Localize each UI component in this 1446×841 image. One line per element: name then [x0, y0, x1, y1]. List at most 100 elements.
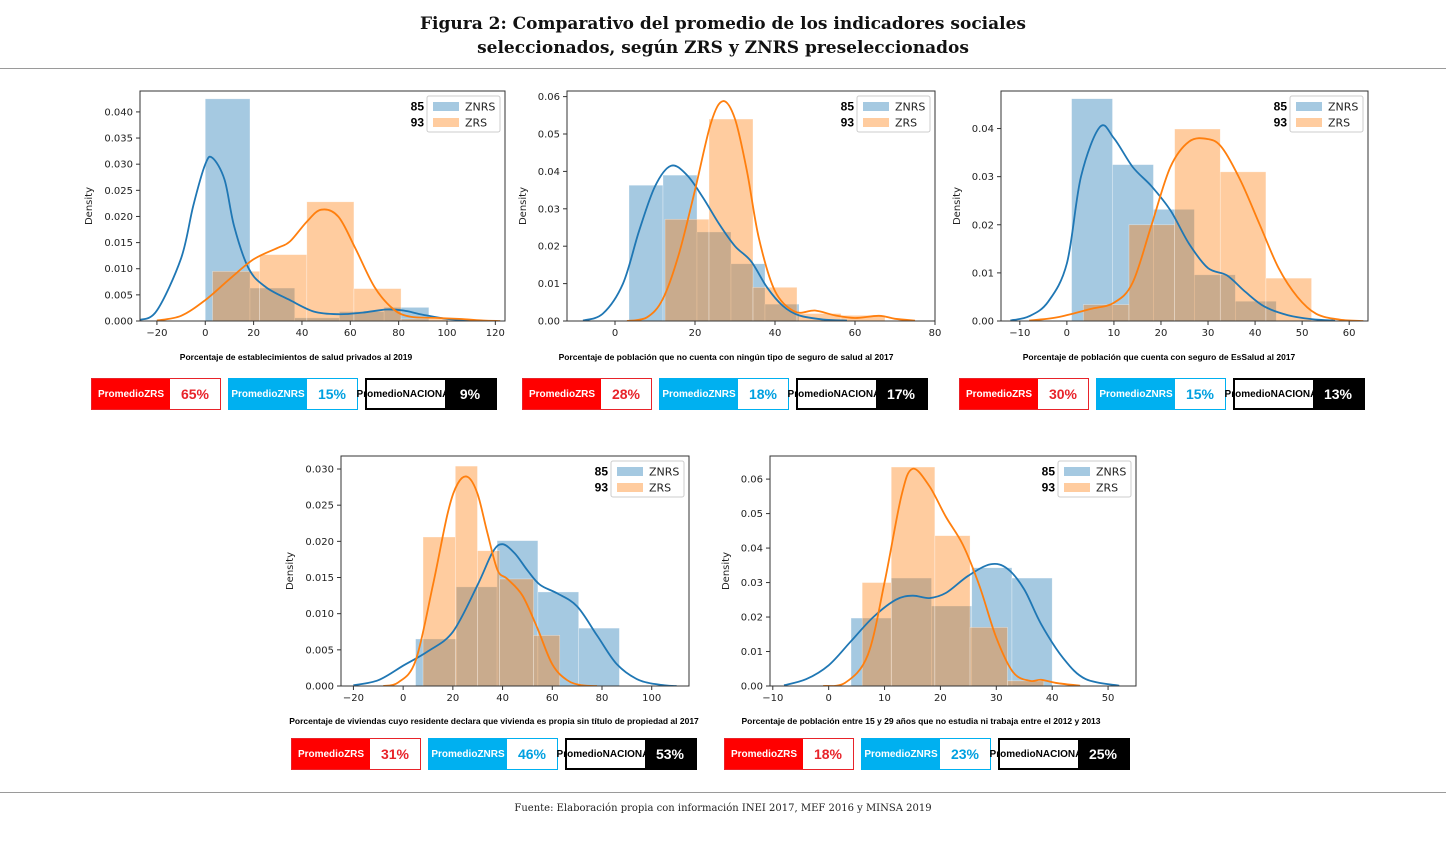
x-tick-label: 0: [612, 328, 618, 339]
legend-count-zrs: 93: [595, 481, 609, 495]
y-tick-label: 0.025: [305, 501, 334, 512]
average-badge-zrs: Promedio ZRS 30%: [959, 378, 1089, 410]
badge-label: Promedio ZRS: [960, 379, 1038, 409]
badge-label-line1: Promedio: [965, 388, 1013, 400]
average-badge-zrs: Promedio ZRS 18%: [724, 738, 854, 770]
badge-value: 18%: [803, 739, 853, 769]
hist-bar-znrs: [662, 174, 698, 321]
axes-frame: [1000, 90, 1369, 322]
badge-label: Promedio NACIONAL: [990, 740, 1088, 768]
badge-value: 18%: [738, 379, 788, 409]
y-tick-label: 0.05: [741, 509, 763, 520]
y-tick-label: 0.015: [305, 573, 334, 584]
badge-label: Promedio NACIONAL: [557, 740, 655, 768]
x-tick-label: −10: [1009, 328, 1030, 339]
hist-bar-zrs: [890, 466, 936, 686]
y-axis-label: Density: [518, 187, 529, 225]
average-badge-nac: Promedio NACIONAL 53%: [557, 738, 697, 770]
badge-value: 65%: [170, 379, 220, 409]
x-tick-label: 0: [825, 693, 831, 704]
hist-bar-zrs: [533, 635, 561, 686]
x-tick-label: 40: [769, 328, 782, 339]
plot-area: [140, 98, 501, 321]
x-tick-label: 50: [1296, 328, 1309, 339]
badge-label-line1: Promedio: [556, 748, 603, 760]
hist-bar-znrs: [496, 540, 539, 686]
y-tick-label: 0.05: [538, 130, 560, 141]
y-tick-label: 0.04: [538, 167, 560, 178]
hist-bar-znrs: [204, 98, 251, 321]
x-tick-label: 100: [437, 328, 456, 339]
badge-label: Promedio ZNRS: [429, 739, 507, 769]
hist-bar-zrs: [1128, 224, 1175, 321]
y-tick-label: 0.04: [972, 124, 994, 135]
x-tick-label: 30: [1202, 328, 1215, 339]
hist-bar-zrs: [477, 550, 500, 686]
y-tick-label: 0.01: [538, 279, 560, 290]
chart-legend: ZNRS ZRS: [1289, 95, 1364, 133]
badge-label-line1: Promedio: [989, 748, 1036, 760]
legend-label-znrs: ZNRS: [895, 101, 925, 114]
hist-bar-zrs: [1007, 680, 1045, 686]
legend-count-zrs: 93: [841, 116, 855, 130]
hist-bar-zrs: [840, 315, 886, 321]
y-tick-label: 0.04: [741, 544, 763, 555]
badge-label: Promedio ZRS: [92, 379, 170, 409]
x-tick-label: 60: [344, 328, 357, 339]
kde-line-zrs: [822, 467, 1081, 686]
average-badge-znrs: Promedio ZNRS 46%: [428, 738, 558, 770]
y-tick-label: 0.040: [104, 107, 133, 118]
bottom-divider: [0, 792, 1446, 793]
badge-label-line1: Promedio: [787, 388, 834, 400]
badge-label-line1: Promedio: [97, 388, 145, 400]
kde-line-zrs: [156, 208, 501, 321]
figure-title: Figura 2: Comparativo del promedio de lo…: [0, 12, 1446, 60]
source-footer: Fuente: Elaboración propia con informaci…: [514, 803, 932, 814]
x-tick-label: −20: [343, 693, 364, 704]
hist-bar-zrs: [400, 318, 449, 321]
hist-bar-znrs: [931, 605, 973, 686]
legend-count-znrs: 85: [841, 100, 855, 114]
x-tick-label: 20: [689, 328, 702, 339]
hist-bar-zrs: [1083, 304, 1130, 321]
plot-area: [783, 466, 1120, 686]
hist-bar-znrs: [1194, 274, 1236, 321]
kde-line-znrs: [783, 563, 1120, 686]
badge-label: Promedio ZRS: [292, 739, 370, 769]
badge-label: Promedio ZNRS: [660, 379, 738, 409]
average-badge-zrs: Promedio ZRS 31%: [291, 738, 421, 770]
chart-legend: ZNRS ZRS: [1057, 460, 1132, 498]
axes-frame: [139, 90, 506, 322]
chart-caption: Porcentaje de establecimientos de salud …: [179, 352, 413, 362]
x-tick-label: 120: [486, 328, 505, 339]
top-divider: [0, 68, 1446, 69]
kde-line-znrs: [353, 543, 677, 686]
legend-swatch-zrs: [433, 118, 459, 127]
legend-swatch-znrs: [1296, 102, 1322, 111]
y-tick-label: 0.005: [104, 290, 133, 301]
hist-bar-znrs: [456, 586, 498, 686]
legend-count-znrs: 85: [595, 465, 609, 479]
badge-label-line2: NACIONAL: [402, 388, 456, 400]
x-tick-label: 60: [1343, 328, 1356, 339]
legend-swatch-znrs: [863, 102, 889, 111]
y-tick-label: 0.020: [305, 537, 334, 548]
average-badge-nac: Promedio NACIONAL 17%: [788, 378, 928, 410]
legend-label-zrs: ZRS: [465, 117, 487, 130]
badge-label-line1: Promedio: [1099, 388, 1146, 400]
badge-value: 23%: [940, 739, 990, 769]
kde-line-znrs: [1010, 124, 1336, 321]
chart-legend: ZNRS ZRS: [856, 95, 931, 133]
average-badge-nac: Promedio NACIONAL 9%: [357, 378, 497, 410]
y-tick-label: 0.02: [741, 613, 763, 624]
legend-label-zrs: ZRS: [1328, 117, 1350, 130]
badge-value: 46%: [507, 739, 557, 769]
y-tick-label: 0.035: [104, 134, 133, 145]
badge-label-line2: ZRS: [1012, 388, 1033, 400]
hist-bar-zrs: [969, 627, 1008, 686]
hist-bar-znrs: [537, 591, 579, 686]
kde-line-znrs: [140, 155, 472, 321]
